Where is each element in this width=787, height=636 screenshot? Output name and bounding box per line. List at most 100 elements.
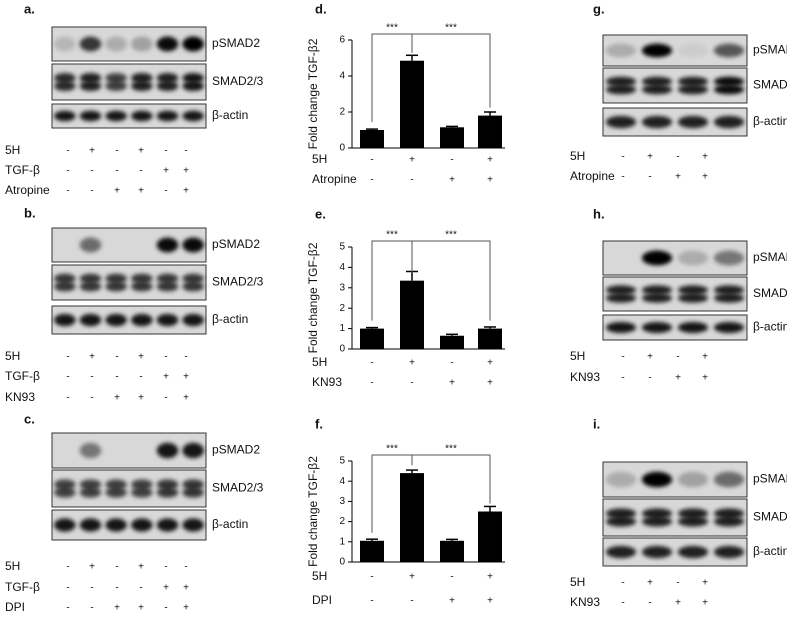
blot-band bbox=[605, 285, 637, 295]
panel-label: g. bbox=[593, 1, 605, 16]
y-tick-label: 4 bbox=[339, 262, 345, 273]
blot-band bbox=[156, 36, 179, 52]
blot-band bbox=[131, 36, 153, 52]
blot-band bbox=[677, 76, 709, 87]
band-label: SMAD2/3 bbox=[753, 510, 787, 524]
blot-band bbox=[677, 516, 709, 527]
condition-sign: + bbox=[114, 186, 120, 197]
blot-band bbox=[182, 36, 204, 52]
condition-sign: + bbox=[449, 378, 455, 389]
condition-label: Atropine bbox=[5, 183, 50, 197]
blot-band bbox=[605, 76, 637, 87]
blot-band bbox=[641, 471, 673, 488]
blot-band bbox=[79, 273, 102, 284]
condition-sign: - bbox=[66, 583, 69, 594]
blot-band bbox=[605, 84, 637, 95]
condition-label: TGF-β bbox=[5, 369, 40, 383]
y-tick-label: 2 bbox=[339, 107, 345, 118]
condition-sign: + bbox=[138, 352, 144, 363]
blot-band bbox=[105, 313, 127, 327]
condition-sign: - bbox=[410, 596, 413, 607]
condition-sign: + bbox=[487, 175, 493, 186]
y-tick-label: 0 bbox=[339, 557, 345, 568]
blot-band bbox=[713, 76, 745, 87]
blot-band bbox=[713, 508, 745, 519]
condition-sign: + bbox=[675, 172, 681, 183]
condition-label: 5H bbox=[312, 355, 327, 369]
blot-band bbox=[605, 545, 637, 559]
error-bar bbox=[406, 54, 418, 61]
blot-band bbox=[105, 281, 127, 292]
blot-strip bbox=[51, 264, 207, 301]
error-bar bbox=[366, 538, 378, 541]
y-axis-label: Fold change TGF-β2 bbox=[306, 38, 320, 149]
condition-sign: - bbox=[90, 166, 93, 177]
y-tick-label: 5 bbox=[339, 456, 345, 467]
blot-band bbox=[105, 110, 127, 122]
condition-label: 5H bbox=[570, 349, 585, 363]
y-tick-label: 0 bbox=[339, 344, 345, 355]
blot-band bbox=[605, 115, 637, 129]
condition-sign: - bbox=[370, 378, 373, 389]
bar bbox=[440, 540, 464, 562]
blot-band bbox=[105, 72, 127, 84]
condition-sign: + bbox=[163, 166, 169, 177]
error-bar bbox=[406, 270, 418, 281]
condition-sign: - bbox=[90, 186, 93, 197]
blot-band bbox=[131, 281, 153, 292]
blot-strip bbox=[51, 103, 207, 129]
condition-sign: + bbox=[487, 572, 493, 583]
condition-sign: + bbox=[183, 372, 189, 383]
condition-sign: - bbox=[115, 352, 118, 363]
blot-strip bbox=[51, 432, 207, 469]
bar bbox=[360, 328, 384, 349]
condition-sign: - bbox=[621, 373, 624, 384]
blot-band bbox=[54, 487, 76, 498]
significance-bracket bbox=[411, 454, 491, 504]
condition-sign: - bbox=[66, 186, 69, 197]
condition-sign: + bbox=[138, 393, 144, 404]
condition-label: TGF-β bbox=[5, 580, 40, 594]
condition-sign: - bbox=[676, 578, 679, 589]
blot-strip bbox=[51, 63, 207, 101]
bar bbox=[400, 60, 424, 149]
y-tick-label: 3 bbox=[339, 282, 345, 293]
blot-band bbox=[131, 110, 153, 122]
condition-label: 5H bbox=[5, 559, 20, 573]
condition-label: DPI bbox=[5, 600, 25, 614]
blot-band bbox=[156, 479, 179, 490]
error-bar bbox=[484, 326, 496, 329]
blot-band bbox=[156, 313, 179, 327]
condition-label: DPI bbox=[312, 593, 332, 607]
blot-band bbox=[54, 479, 76, 490]
blot-band bbox=[156, 281, 179, 292]
blot-band bbox=[79, 281, 102, 292]
blot-band bbox=[156, 273, 179, 284]
error-bar bbox=[446, 333, 458, 336]
condition-sign: + bbox=[702, 578, 708, 589]
error-bar bbox=[366, 128, 378, 130]
band-label: β-actin bbox=[212, 108, 248, 122]
blot-band bbox=[79, 479, 102, 490]
blot-band bbox=[713, 545, 745, 559]
significance-label: *** bbox=[445, 23, 457, 34]
blot-band bbox=[54, 80, 76, 92]
condition-sign: - bbox=[115, 146, 118, 157]
condition-sign: + bbox=[487, 378, 493, 389]
condition-sign: + bbox=[138, 562, 144, 573]
bar bbox=[440, 127, 464, 148]
condition-label: 5H bbox=[570, 575, 585, 589]
blot-band bbox=[54, 36, 76, 52]
band-label: SMAD2/3 bbox=[212, 74, 264, 88]
blot-band bbox=[182, 72, 204, 84]
bar bbox=[478, 115, 502, 148]
significance-bracket bbox=[411, 240, 491, 321]
blot-band bbox=[641, 43, 673, 58]
condition-sign: - bbox=[648, 373, 651, 384]
condition-sign: + bbox=[138, 603, 144, 614]
blot-band bbox=[105, 479, 127, 490]
panel-label: d. bbox=[315, 1, 327, 16]
band-label: SMAD2/3 bbox=[753, 78, 787, 92]
condition-sign: + bbox=[89, 146, 95, 157]
significance-label: *** bbox=[445, 230, 457, 241]
